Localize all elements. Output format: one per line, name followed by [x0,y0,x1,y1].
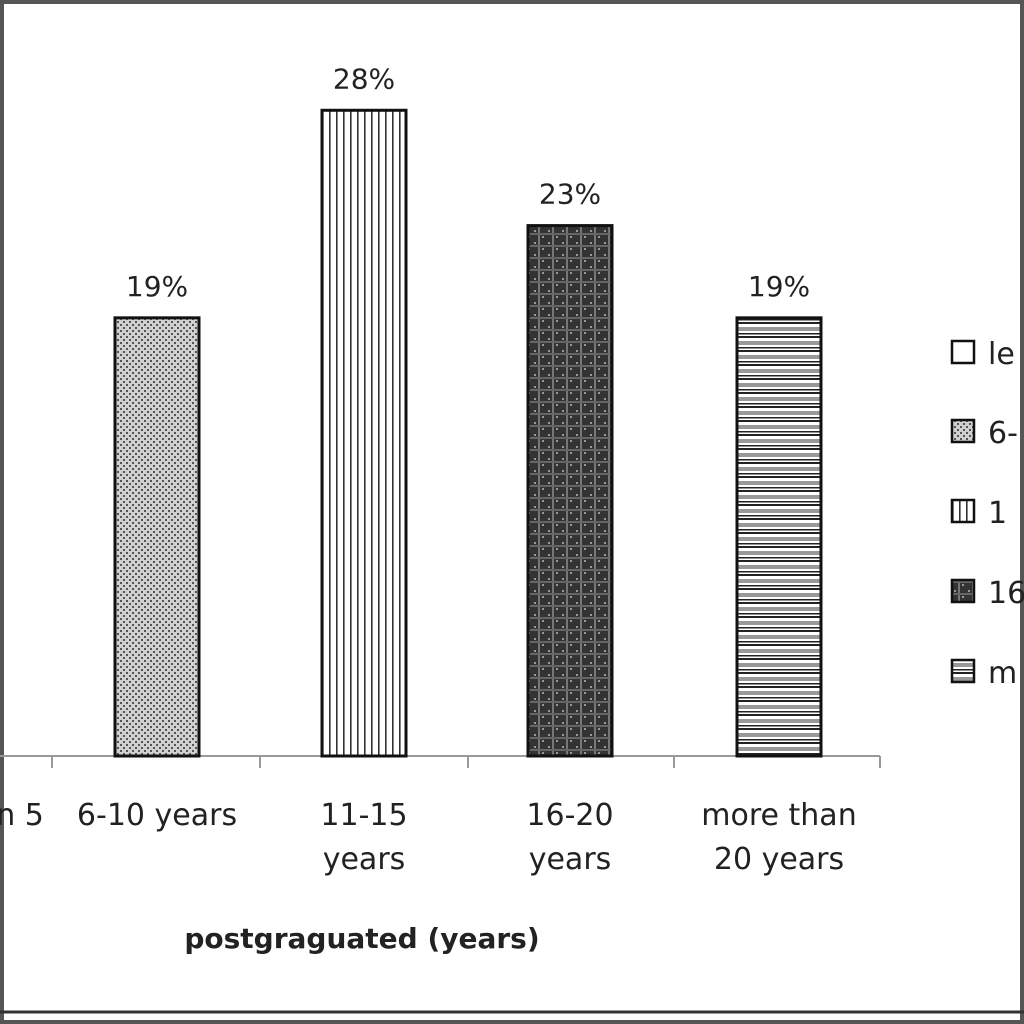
category-label: years [323,842,406,877]
legend: le 6- 1 16 m [950,337,1024,691]
bar [526,224,614,758]
legend-swatch [950,418,976,444]
category-label: 11-15 [320,798,407,833]
category-label: 6-10 years [77,798,237,833]
legend-item: 16 [950,576,1024,611]
bar [320,108,408,758]
category-label: years [529,842,612,877]
bar-value-label: 23% [539,178,601,211]
legend-swatch [950,498,976,524]
bar-value-label: 19% [126,270,188,303]
legend-swatch [950,658,976,684]
legend-label: 6- [988,416,1018,451]
data-labels: 19% 28% 23% 19% [126,62,810,303]
legend-label: m [988,656,1017,691]
bar-series [113,108,823,758]
legend-item: m [950,656,1017,691]
category-label: n 5 [0,798,44,833]
category-label: 16-20 [526,798,613,833]
bar [113,316,201,758]
bar-value-label: 19% [748,270,810,303]
legend-item: 1 [950,496,1007,531]
x-axis-title: postgraguated (years) [184,922,539,955]
legend-label: le [988,337,1015,372]
category-labels: n 5 6-10 years 11-15 years 16-20 years more th… [0,798,857,877]
legend-item: 6- [950,416,1018,451]
legend-item: le [950,337,1015,372]
legend-label: 16 [988,576,1024,611]
category-label: more than [701,798,856,833]
bar [735,316,823,758]
legend-label: 1 [988,496,1007,531]
x-axis-ticks [51,756,881,768]
legend-swatch [950,578,976,604]
bar-value-label: 28% [333,62,395,95]
category-label: 20 years [714,842,844,877]
legend-swatch [950,339,976,365]
